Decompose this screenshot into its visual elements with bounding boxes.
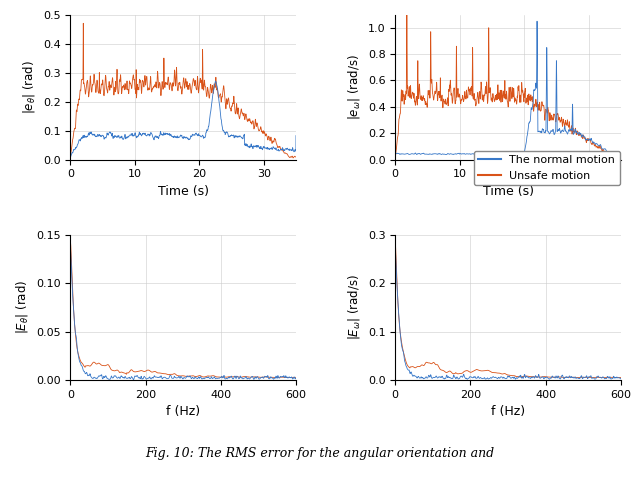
Y-axis label: $|E_{\omega}|$ (rad/s): $|E_{\omega}|$ (rad/s) [346,274,362,340]
X-axis label: f (Hz): f (Hz) [491,405,525,418]
X-axis label: Time (s): Time (s) [157,185,209,198]
Text: Fig. 10: The RMS error for the angular orientation and: Fig. 10: The RMS error for the angular o… [145,447,495,460]
Y-axis label: $|E_{\theta}|$ (rad): $|E_{\theta}|$ (rad) [15,281,31,335]
Y-axis label: $|e_{\theta}|$ (rad): $|e_{\theta}|$ (rad) [21,60,37,114]
X-axis label: Time (s): Time (s) [483,185,534,198]
Y-axis label: $|e_{\omega}|$ (rad/s): $|e_{\omega}|$ (rad/s) [346,54,362,120]
Legend: The normal motion, Unsafe motion: The normal motion, Unsafe motion [474,150,620,185]
X-axis label: f (Hz): f (Hz) [166,405,200,418]
